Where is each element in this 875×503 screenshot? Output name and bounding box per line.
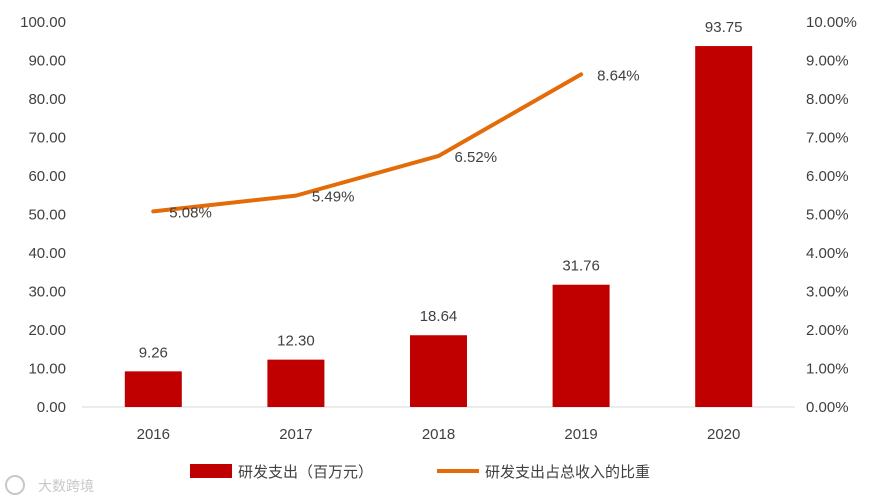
y-right-tick-label: 2.00% (806, 322, 849, 339)
y-right-tick-label: 1.00% (806, 361, 849, 378)
bar-data-label: 12.30 (277, 333, 315, 350)
bar-series (124, 46, 753, 407)
bar (552, 284, 610, 407)
x-tick-label: 2016 (137, 426, 170, 443)
y-right-tick-label: 7.00% (806, 130, 849, 147)
y-left-tick-label: 60.00 (28, 168, 66, 185)
y-left-tick-label: 90.00 (28, 53, 66, 70)
watermark-text: 大数跨境 (38, 478, 94, 494)
y-right-tick-label: 9.00% (806, 53, 849, 70)
y-left-tick-label: 30.00 (28, 284, 66, 301)
line-data-label: 5.49% (312, 189, 355, 206)
bar (267, 359, 325, 407)
line-data-labels: 5.08% 5.49% 6.52% 8.64% (169, 67, 639, 221)
right-axis: 0.00% 1.00% 2.00% 3.00% 4.00% 5.00% 6.00% 7.00%… (806, 14, 857, 416)
bar-data-label: 31.76 (562, 258, 600, 275)
x-axis: 2016 2017 2018 2019 2020 (137, 426, 741, 443)
y-left-tick-label: 80.00 (28, 91, 66, 108)
y-right-tick-label: 10.00% (806, 14, 857, 31)
y-left-tick-label: 40.00 (28, 245, 66, 262)
y-left-tick-label: 50.00 (28, 207, 66, 224)
y-right-tick-label: 5.00% (806, 207, 849, 224)
watermark: 大数跨境 (5, 475, 94, 495)
line-series (151, 72, 584, 214)
legend-bar-label: 研发支出（百万元） (238, 464, 373, 481)
bar (695, 46, 753, 407)
legend-bar-swatch (190, 464, 232, 478)
y-right-tick-label: 6.00% (806, 168, 849, 185)
y-right-tick-label: 3.00% (806, 284, 849, 301)
y-left-tick-label: 0.00 (37, 399, 66, 416)
bar (410, 335, 467, 407)
y-right-tick-label: 4.00% (806, 245, 849, 262)
y-left-tick-label: 10.00 (28, 361, 66, 378)
x-tick-label: 2018 (422, 426, 455, 443)
line-path (151, 72, 584, 214)
line-data-label: 6.52% (455, 149, 498, 166)
y-right-tick-label: 8.00% (806, 91, 849, 108)
line-data-label: 8.64% (597, 67, 640, 84)
x-tick-label: 2019 (564, 426, 597, 443)
x-tick-label: 2020 (707, 426, 740, 443)
legend-line-label: 研发支出占总收入的比重 (485, 464, 650, 481)
bar (124, 371, 182, 407)
watermark-logo-icon (5, 475, 25, 495)
legend: 研发支出（百万元） 研发支出占总收入的比重 (190, 464, 650, 481)
bar-data-labels: 9.26 12.30 18.64 31.76 93.75 (139, 19, 743, 361)
y-left-tick-label: 100.00 (20, 14, 66, 31)
x-tick-label: 2017 (279, 426, 312, 443)
y-left-tick-label: 20.00 (28, 322, 66, 339)
y-left-tick-label: 70.00 (28, 130, 66, 147)
line-data-label: 5.08% (169, 204, 212, 221)
y-right-tick-label: 0.00% (806, 399, 849, 416)
bar-data-label: 9.26 (139, 344, 168, 361)
bar-data-label: 18.64 (420, 308, 458, 325)
bar-data-label: 93.75 (705, 19, 743, 36)
left-axis: 0.00 10.00 20.00 30.00 40.00 50.00 60.00 70.00 8… (20, 14, 66, 416)
